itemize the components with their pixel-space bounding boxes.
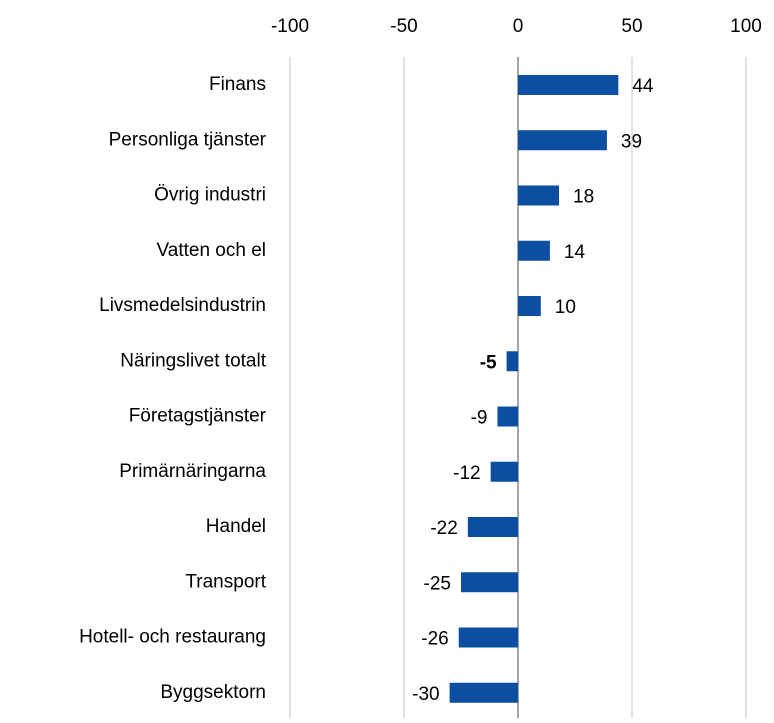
y-tick-label: Övrig industri xyxy=(154,185,266,206)
x-tick-label: 100 xyxy=(730,16,762,37)
y-tick-label: Livsmedelsindustrin xyxy=(99,295,266,316)
data-label: -9 xyxy=(471,408,488,429)
data-label: -5 xyxy=(480,352,497,373)
bar xyxy=(518,75,619,95)
data-label: 44 xyxy=(632,76,654,97)
y-tick-label: Vatten och el xyxy=(156,240,266,261)
bar xyxy=(506,351,518,372)
bar xyxy=(518,185,560,206)
bar xyxy=(467,517,518,537)
x-tick-label: -100 xyxy=(271,16,309,37)
data-label: 18 xyxy=(573,187,594,208)
bar xyxy=(518,240,550,261)
bar xyxy=(449,682,518,703)
data-label: 14 xyxy=(564,242,586,263)
y-tick-label: Byggsektorn xyxy=(160,682,266,703)
bar xyxy=(497,406,518,427)
y-tick-label: Transport xyxy=(185,571,266,592)
bar xyxy=(461,572,518,593)
y-tick-label: Personliga tjänster xyxy=(109,129,267,150)
y-tick-label: Handel xyxy=(206,516,266,537)
bar xyxy=(518,296,541,316)
data-label: -25 xyxy=(424,573,451,594)
x-tick-label: 50 xyxy=(621,16,642,37)
y-tick-label: Hotell- och restaurang xyxy=(79,627,266,648)
bar xyxy=(490,461,518,482)
x-tick-label: -50 xyxy=(390,16,417,37)
x-tick-label: 0 xyxy=(513,16,524,37)
bar xyxy=(458,627,518,648)
data-label: 39 xyxy=(621,131,642,152)
y-tick-label: Finans xyxy=(209,74,266,95)
y-tick-label: Företagstjänster xyxy=(129,406,267,427)
data-label: -22 xyxy=(430,518,457,539)
data-label: 10 xyxy=(555,297,576,318)
data-label: -12 xyxy=(453,463,480,484)
data-label: -26 xyxy=(421,629,448,650)
bar xyxy=(518,130,607,151)
data-label: -30 xyxy=(412,684,439,705)
y-tick-label: Näringslivet totalt xyxy=(120,350,266,371)
y-tick-label: Primärnäringarna xyxy=(119,461,266,482)
